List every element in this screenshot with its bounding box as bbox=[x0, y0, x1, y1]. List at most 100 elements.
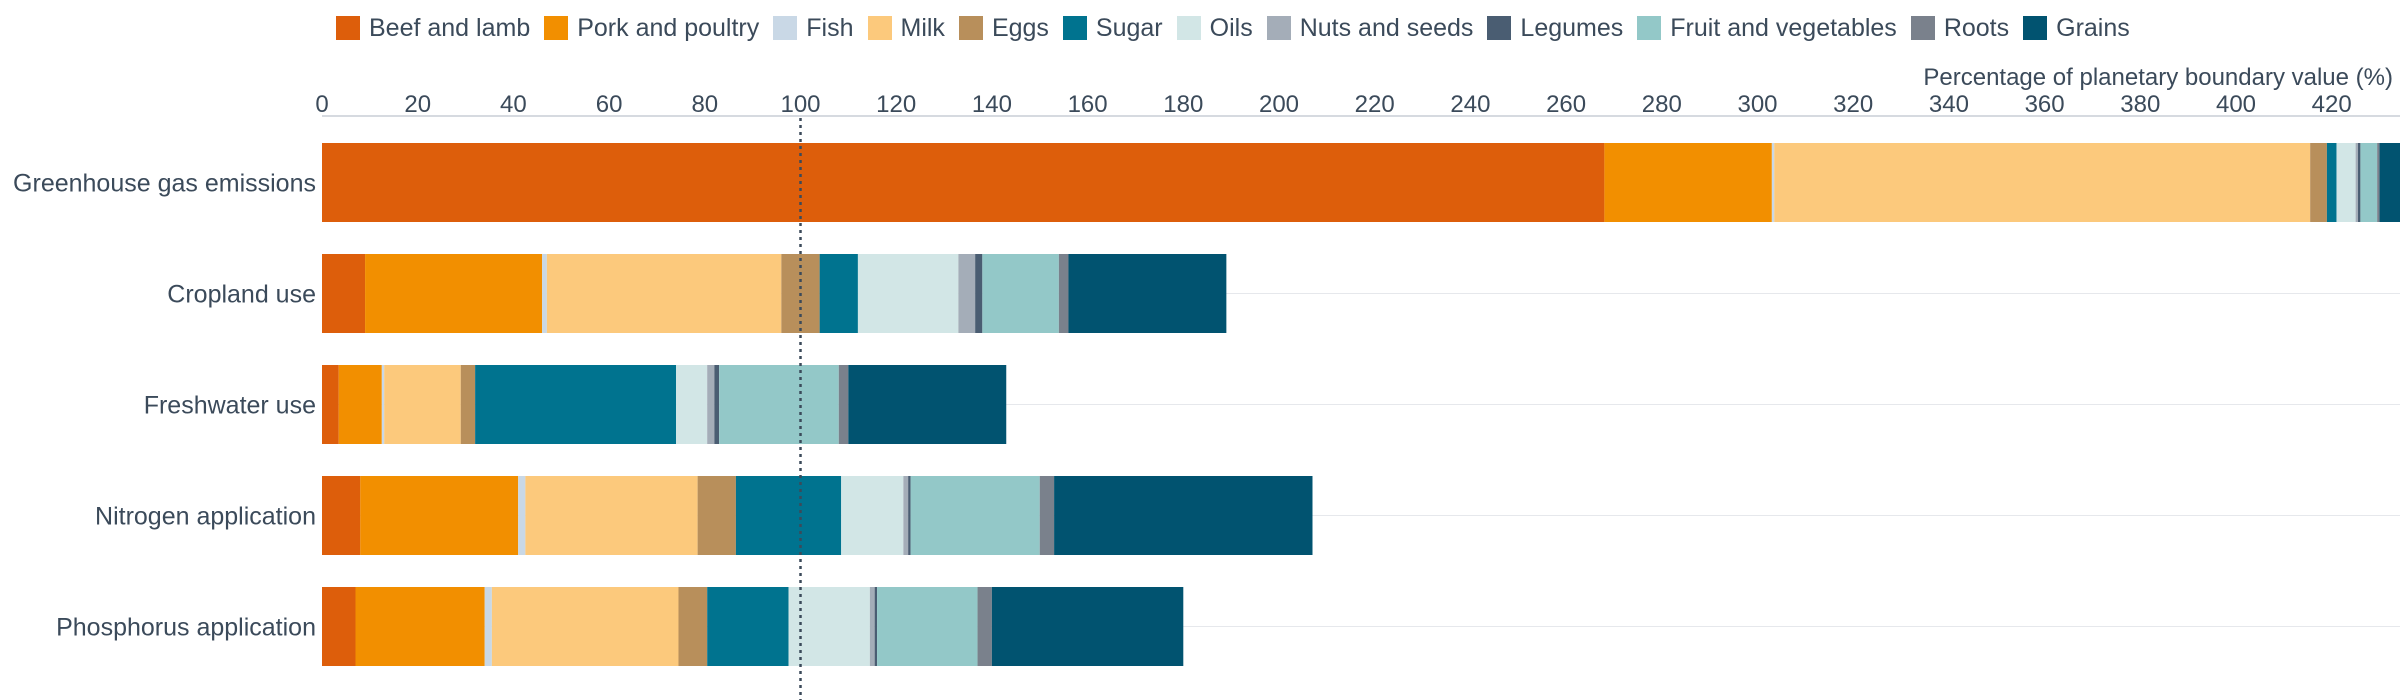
x-tick-label: 320 bbox=[1833, 91, 1873, 118]
bar-nitrogen-application-grains[interactable] bbox=[1054, 476, 1313, 555]
bar-freshwater-use-pork-and-poultry[interactable] bbox=[338, 365, 382, 444]
legend-item-fish[interactable]: Fish bbox=[773, 13, 854, 43]
bar-cropland-use-milk[interactable] bbox=[546, 254, 782, 333]
bar-phosphorus-application-sugar[interactable] bbox=[707, 587, 789, 666]
bar-cropland-use-oils[interactable] bbox=[857, 254, 959, 333]
bar-nitrogen-application-fish[interactable] bbox=[518, 476, 526, 555]
legend-label: Fish bbox=[806, 13, 854, 42]
bar-freshwater-use-oils[interactable] bbox=[676, 365, 708, 444]
bar-freshwater-use-beef-and-lamb[interactable] bbox=[322, 365, 339, 444]
bar-freshwater-use-nuts-and-seeds[interactable] bbox=[707, 365, 715, 444]
bar-phosphorus-application-nuts-and-seeds[interactable] bbox=[869, 587, 875, 666]
bar-freshwater-use-eggs[interactable] bbox=[460, 365, 476, 444]
bar-phosphorus-application-beef-and-lamb[interactable] bbox=[322, 587, 356, 666]
legend-item-milk[interactable]: Milk bbox=[867, 13, 945, 43]
bar-nitrogen-application-roots[interactable] bbox=[1039, 476, 1055, 555]
legend-item-roots[interactable]: Roots bbox=[1910, 13, 2010, 43]
legend-swatch bbox=[1266, 16, 1291, 40]
bar-phosphorus-application-pork-and-poultry[interactable] bbox=[355, 587, 485, 666]
x-tick-label: 360 bbox=[2025, 91, 2065, 118]
bar-nitrogen-application-milk[interactable] bbox=[525, 476, 698, 555]
x-tick-label: 280 bbox=[1642, 91, 1682, 118]
bar-phosphorus-application-fish[interactable] bbox=[484, 587, 492, 666]
category-labels: Greenhouse gas emissions Cropland use Fres… bbox=[13, 170, 316, 642]
bar-greenhouse-gas-emissions-eggs[interactable] bbox=[2310, 143, 2327, 222]
bar-phosphorus-application-milk[interactable] bbox=[491, 587, 679, 666]
bar-cropland-use-beef-and-lamb[interactable] bbox=[322, 254, 366, 333]
legend-item-legumes[interactable]: Legumes bbox=[1487, 14, 1623, 43]
legend-swatch bbox=[1176, 16, 1201, 40]
legend-swatch bbox=[773, 16, 798, 40]
legend-item-eggs[interactable]: Eggs bbox=[958, 14, 1049, 43]
bar-greenhouse-gas-emissions-nuts-and-seeds[interactable] bbox=[2355, 143, 2359, 222]
legend-swatch bbox=[867, 16, 892, 40]
legend-label: Beef and lamb bbox=[369, 13, 531, 42]
bar-greenhouse-gas-emissions-milk[interactable] bbox=[1774, 143, 2311, 222]
bar-cropland-use-fruit-and-vegetables[interactable] bbox=[982, 254, 1059, 333]
legend-item-pork-and-poultry[interactable]: Pork and poultry bbox=[544, 14, 759, 43]
legend-item-oils[interactable]: Oils bbox=[1176, 14, 1253, 43]
x-tick-label: 240 bbox=[1450, 91, 1490, 118]
legend-item-fruit-and-vegetables[interactable]: Fruit and vegetables bbox=[1637, 14, 1897, 43]
bar-phosphorus-application-grains[interactable] bbox=[991, 587, 1184, 666]
legend-label: Fruit and vegetables bbox=[1670, 13, 1897, 42]
bar-nitrogen-application-fruit-and-vegetables[interactable] bbox=[910, 476, 1040, 555]
bar-freshwater-use-roots[interactable] bbox=[838, 365, 849, 444]
bar-greenhouse-gas-emissions-roots[interactable] bbox=[2377, 143, 2380, 222]
legend-item-sugar[interactable]: Sugar bbox=[1062, 14, 1163, 43]
bar-freshwater-use-legumes[interactable] bbox=[714, 365, 720, 444]
bar-cropland-use-legumes[interactable] bbox=[975, 254, 983, 333]
bar-phosphorus-application-oils[interactable] bbox=[788, 587, 870, 666]
bar-freshwater-use-milk[interactable] bbox=[384, 365, 461, 444]
category-label-freshwater-use: Freshwater use bbox=[144, 392, 316, 420]
bar-greenhouse-gas-emissions-beef-and-lamb[interactable] bbox=[322, 143, 1605, 222]
gridlines bbox=[322, 293, 2400, 627]
bar-cropland-use-pork-and-poultry[interactable] bbox=[365, 254, 543, 333]
bar-freshwater-use-fish[interactable] bbox=[381, 365, 385, 444]
bar-greenhouse-gas-emissions-pork-and-poultry[interactable] bbox=[1604, 143, 1772, 222]
bar-cropland-use-fish[interactable] bbox=[542, 254, 547, 333]
bar-nitrogen-application-oils[interactable] bbox=[841, 476, 904, 555]
bar-nitrogen-application-pork-and-poultry[interactable] bbox=[360, 476, 519, 555]
legend-item-beef-and-lamb[interactable]: Beef and lamb bbox=[336, 14, 530, 43]
bar-greenhouse-gas-emissions-sugar[interactable] bbox=[2326, 143, 2337, 222]
bar-greenhouse-gas-emissions-oils[interactable] bbox=[2336, 143, 2356, 222]
x-tick-label: 20 bbox=[404, 91, 431, 118]
x-tick-label: 40 bbox=[500, 91, 527, 118]
bar-freshwater-use-sugar[interactable] bbox=[475, 365, 677, 444]
bar-freshwater-use-grains[interactable] bbox=[848, 365, 1007, 444]
bar-nitrogen-application-eggs[interactable] bbox=[697, 476, 736, 555]
bar-nitrogen-application-nuts-and-seeds[interactable] bbox=[903, 476, 909, 555]
x-tick-label: 340 bbox=[1929, 91, 1969, 118]
category-label-cropland-use: Cropland use bbox=[167, 281, 316, 309]
bar-cropland-use-sugar[interactable] bbox=[819, 254, 858, 333]
legend-label: Roots bbox=[1943, 13, 2010, 42]
legend-label: Milk bbox=[900, 13, 945, 42]
x-tick-label: 260 bbox=[1546, 91, 1586, 118]
bar-phosphorus-application-fruit-and-vegetables[interactable] bbox=[877, 587, 978, 666]
bar-greenhouse-gas-emissions-legumes[interactable] bbox=[2358, 143, 2361, 222]
legend-swatch bbox=[2023, 16, 2048, 40]
bar-freshwater-use-fruit-and-vegetables[interactable] bbox=[719, 365, 839, 444]
legend-item-grains[interactable]: Grains bbox=[2023, 14, 2130, 43]
bar-phosphorus-application-legumes[interactable] bbox=[874, 587, 878, 666]
legend-label: Legumes bbox=[1520, 13, 1624, 42]
bar-greenhouse-gas-emissions-fruit-and-vegetables[interactable] bbox=[2360, 143, 2378, 222]
bar-phosphorus-application-eggs[interactable] bbox=[678, 587, 708, 666]
x-tick-label: 380 bbox=[2120, 91, 2160, 118]
bar-cropland-use-roots[interactable] bbox=[1058, 254, 1069, 333]
legend-item-nuts-and-seeds[interactable]: Nuts and seeds bbox=[1266, 14, 1473, 43]
bars bbox=[322, 143, 2400, 666]
legend-label: Pork and poultry bbox=[577, 13, 760, 42]
bar-cropland-use-nuts-and-seeds[interactable] bbox=[958, 254, 976, 333]
bar-greenhouse-gas-emissions-grains[interactable] bbox=[2379, 143, 2400, 222]
x-tick-label: 300 bbox=[1737, 91, 1777, 118]
bar-nitrogen-application-legumes[interactable] bbox=[908, 476, 911, 555]
bar-cropland-use-grains[interactable] bbox=[1068, 254, 1227, 333]
bar-nitrogen-application-beef-and-lamb[interactable] bbox=[322, 476, 361, 555]
bar-nitrogen-application-sugar[interactable] bbox=[735, 476, 842, 555]
x-tick-label: 160 bbox=[1068, 91, 1108, 118]
bar-phosphorus-application-roots[interactable] bbox=[977, 587, 992, 666]
bar-greenhouse-gas-emissions-fish[interactable] bbox=[1771, 143, 1775, 222]
